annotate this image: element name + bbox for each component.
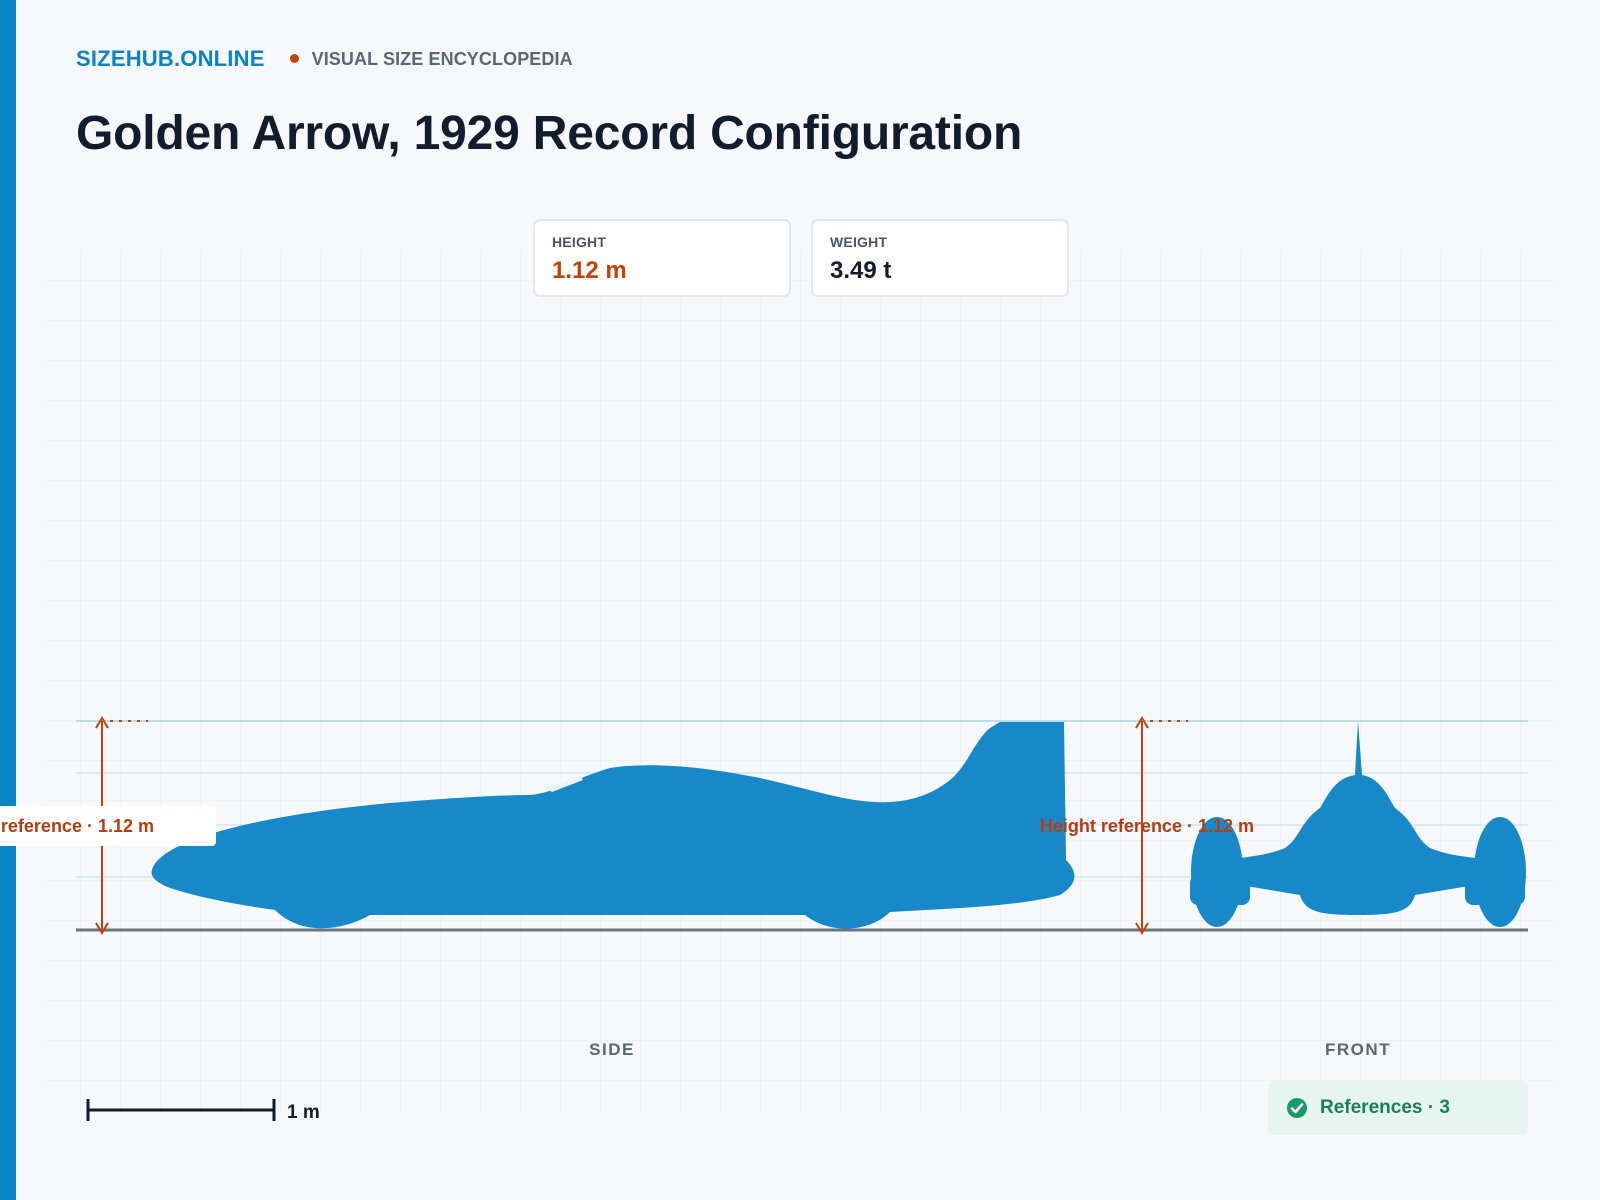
brand-link[interactable]: SIZEHUB.ONLINE xyxy=(76,46,265,71)
grid-background xyxy=(44,252,1556,1114)
front-height-reference-label: Height reference · 1.12 m xyxy=(1040,816,1254,836)
weight-stat-label: WEIGHT xyxy=(830,234,888,250)
weight-stat-value: 3.49 t xyxy=(830,257,892,284)
references-badge[interactable]: References · 3 xyxy=(1268,1081,1528,1135)
left-accent-bar xyxy=(0,0,16,1200)
front-view-label: FRONT xyxy=(1325,1040,1391,1059)
height-stat-value: 1.12 m xyxy=(552,257,627,284)
scale-bar xyxy=(86,1099,276,1121)
separator-dot xyxy=(289,53,299,63)
page-title: Golden Arrow, 1929 Record Configuration xyxy=(76,107,1023,160)
site-tagline: VISUAL SIZE ENCYCLOPEDIA xyxy=(311,48,573,69)
side-reference-label-bg xyxy=(0,806,216,846)
front-silhouette xyxy=(1190,721,1526,927)
front-height-marker xyxy=(1135,716,1188,935)
scale-bar-label: 1 m xyxy=(287,1102,320,1123)
side-height-reference-label: Height reference · 1.12 m xyxy=(0,816,154,836)
side-view-label: SIDE xyxy=(589,1040,635,1059)
height-stat-label: HEIGHT xyxy=(552,234,607,250)
check-circle-icon xyxy=(1287,1098,1307,1118)
references-label: References · 3 xyxy=(1320,1097,1450,1118)
height-stat-card: HEIGHT 1.12 m xyxy=(533,219,791,297)
weight-stat-card: WEIGHT 3.49 t xyxy=(811,219,1069,297)
windscreen xyxy=(545,776,583,792)
site-header: SIZEHUB.ONLINE VISUAL SIZE ENCYCLOPEDIA xyxy=(76,46,573,72)
side-silhouette xyxy=(151,722,1075,929)
